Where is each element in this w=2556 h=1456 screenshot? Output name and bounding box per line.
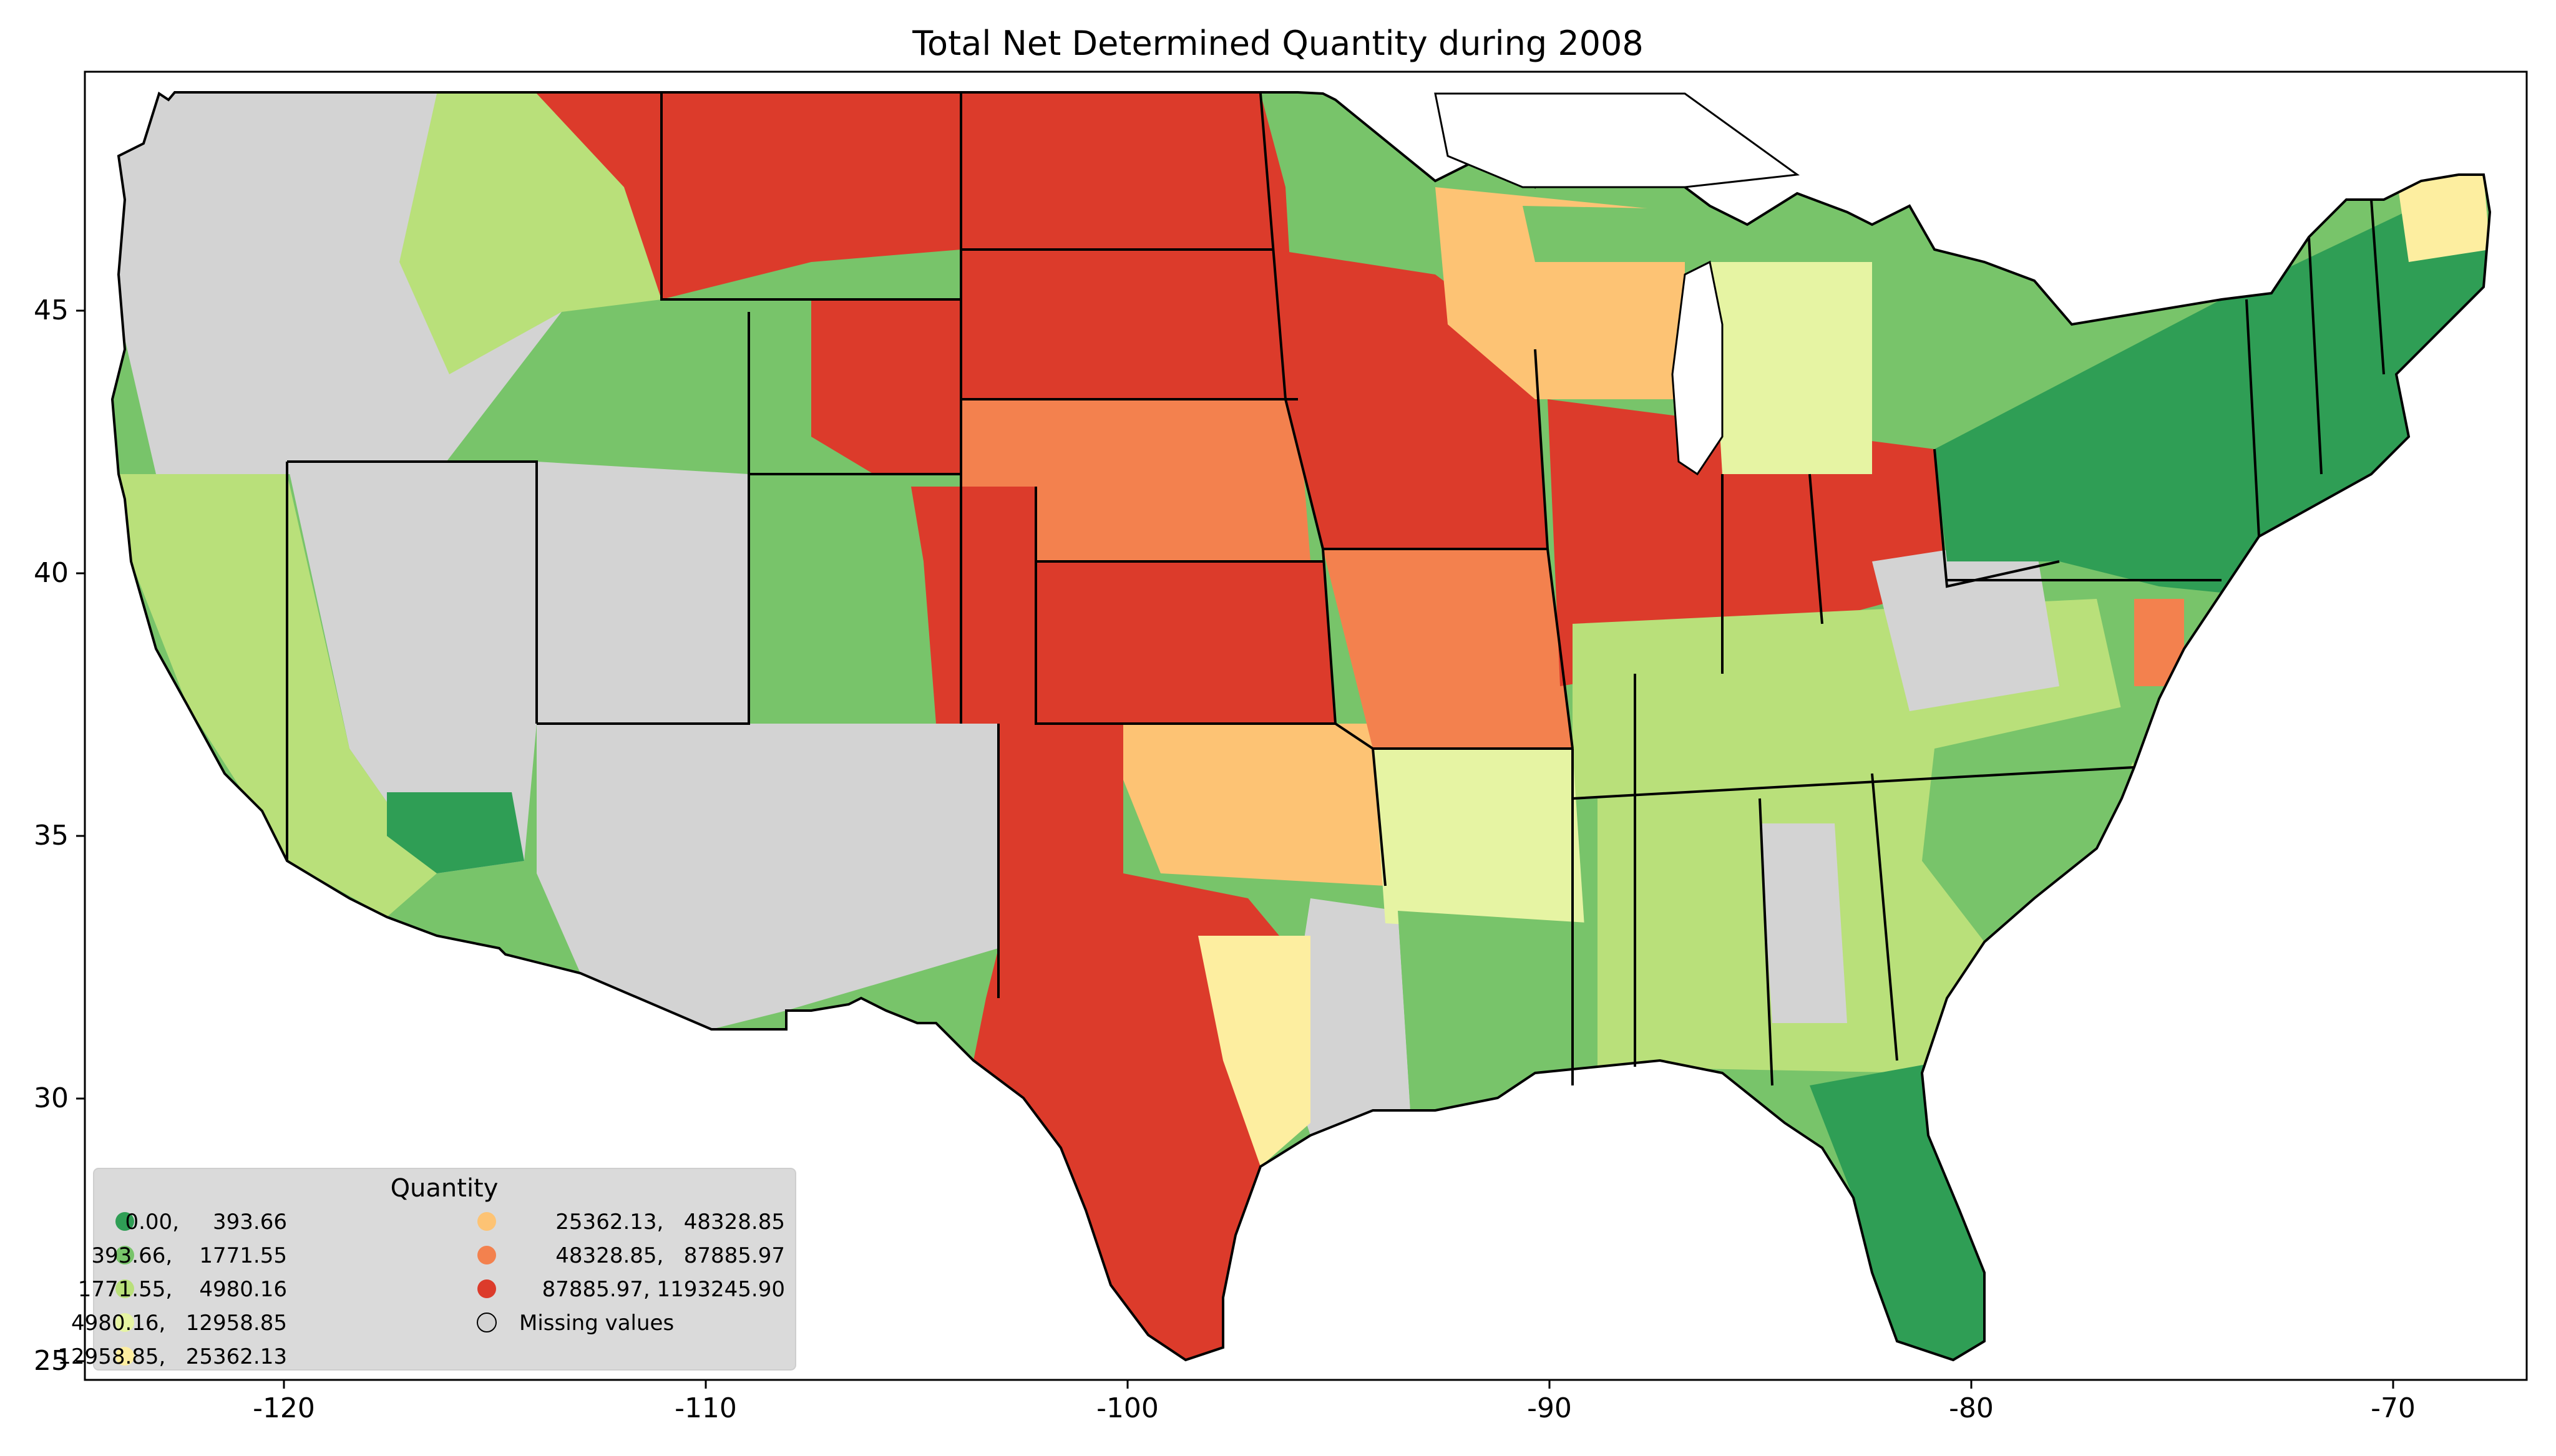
region-montana-east [537, 94, 961, 299]
axes-frame [84, 70, 2528, 1381]
legend-swatch [477, 1246, 496, 1264]
chart-title: Total Net Determined Quantity during 200… [912, 24, 1644, 63]
region-nebraska [961, 399, 1310, 561]
legend-label: 25362.13, 48328.85 [555, 1210, 785, 1235]
x-tick-label: -120 [253, 1392, 315, 1424]
region-texas [973, 724, 1310, 1360]
legend-label: 0.00, 393.66 [125, 1210, 287, 1235]
legend-swatch [477, 1279, 496, 1298]
legend-swatch [477, 1212, 496, 1231]
legend-label: 393.66, 1771.55 [91, 1243, 287, 1268]
region-wyoming-east [811, 299, 961, 474]
x-axis [283, 1380, 2394, 1389]
legend-label: 12958.85, 25362.13 [57, 1344, 287, 1369]
legend-label: 87885.97, 1193245.90 [542, 1277, 785, 1302]
region-central-texas [1198, 936, 1310, 1167]
region-arkansas [1373, 749, 1585, 936]
region-northern-plains [961, 94, 1298, 399]
region-great-basin [287, 462, 749, 873]
legend-swatch [115, 1279, 134, 1298]
legend-swatch [115, 1347, 134, 1366]
y-tick-label: 30 [34, 1082, 69, 1114]
legend-box [93, 1168, 796, 1371]
region-michigan [1710, 262, 1872, 474]
region-southwest [537, 724, 998, 1029]
legend-swatch [477, 1313, 497, 1332]
x-tick-label: -100 [1096, 1392, 1159, 1424]
y-axis [76, 309, 85, 1362]
legend-label: 1771.55, 4980.16 [78, 1277, 287, 1302]
region-idaho-montana [399, 94, 661, 374]
y-tick-label: 35 [34, 820, 69, 852]
y-tick-label: 45 [34, 294, 69, 326]
region-kansas [1036, 561, 1335, 724]
region-carolinas [1922, 699, 2159, 942]
legend-swatch [115, 1313, 134, 1332]
region-east-texas [1285, 898, 1410, 1135]
y-tick-labels: 25 30 35 40 45 [34, 294, 69, 1377]
y-tick-label: 25 [34, 1345, 69, 1377]
region-missouri [1323, 549, 1573, 749]
region-california [119, 474, 437, 917]
legend-swatch [115, 1212, 134, 1231]
region-lower-mississippi [1398, 911, 1598, 1110]
lake-michigan [1671, 260, 1724, 476]
x-tick-label: -70 [2371, 1392, 2416, 1424]
region-socal-patch [387, 792, 524, 873]
legend-label: Missing values [519, 1311, 674, 1336]
legend-label: 48328.85, 87885.97 [555, 1243, 785, 1268]
region-florida [1810, 1060, 1984, 1360]
x-tick-label: -110 [675, 1392, 737, 1424]
state-boundaries [286, 93, 2385, 1086]
lake-superior [1434, 92, 1800, 188]
x-tick-labels: -120 -110 -100 -90 -80 -70 [253, 1392, 2416, 1424]
region-colorado-east [911, 487, 1061, 724]
legend-swatch [115, 1246, 134, 1264]
x-tick-label: -90 [1527, 1392, 1572, 1424]
legend-label: 4980.16, 12958.85 [71, 1311, 287, 1336]
x-tick-label: -80 [1949, 1392, 1994, 1424]
legend-title: Quantity [391, 1174, 499, 1203]
legend: Quantity 0.00, 393.66 393.66, 1771.55 17… [57, 1168, 796, 1371]
region-northeast [1934, 175, 2490, 593]
region-alabama-missing [1760, 823, 1847, 1023]
region-maine-north [2396, 175, 2490, 262]
y-tick-label: 40 [34, 557, 69, 589]
region-upper-michigan [1523, 206, 1847, 262]
region-delmarva [2134, 599, 2184, 686]
